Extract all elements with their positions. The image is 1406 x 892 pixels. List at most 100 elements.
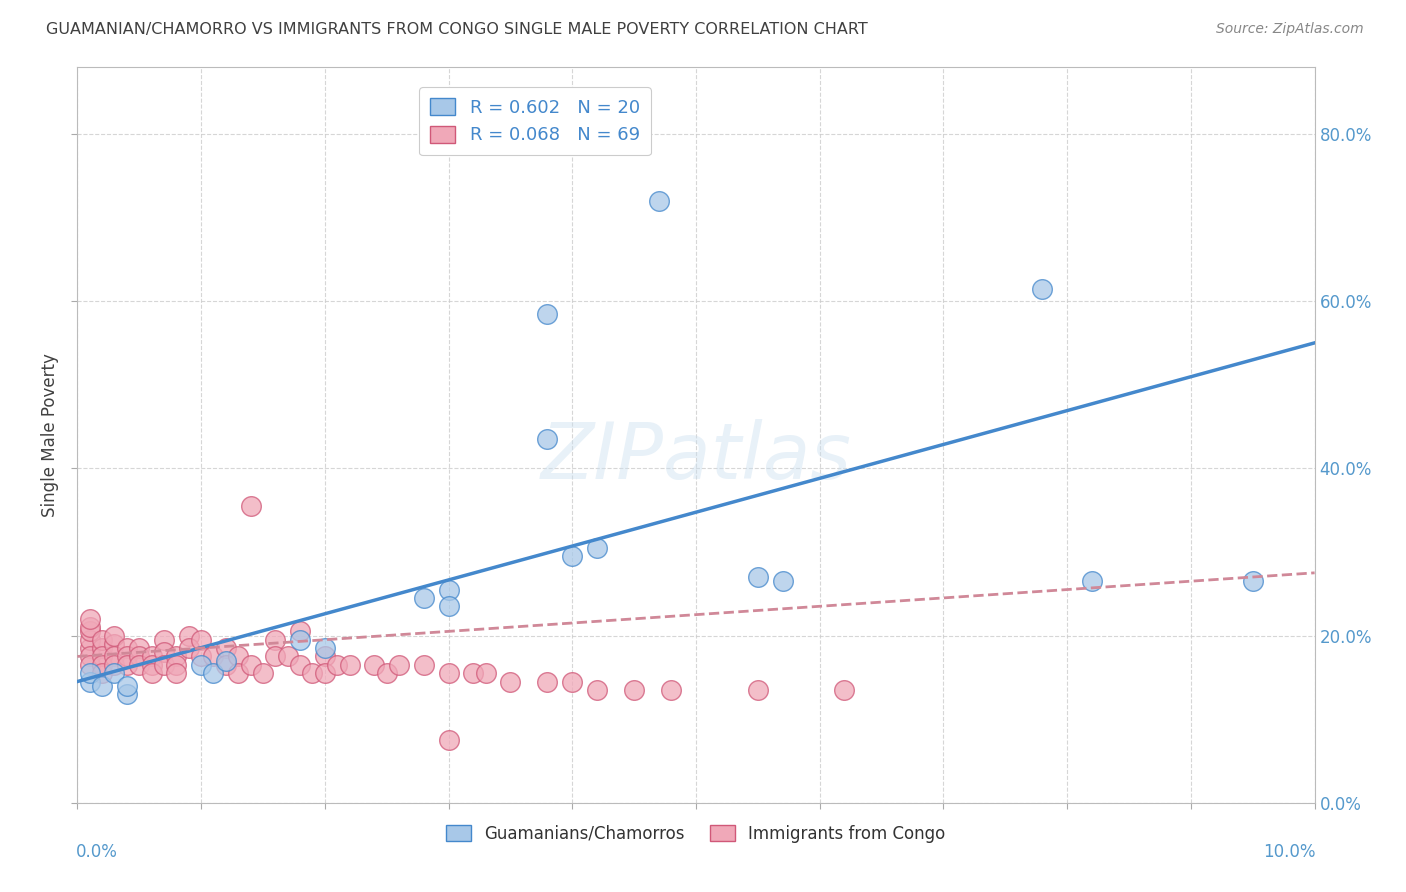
Point <box>128 649 150 664</box>
Point <box>79 649 101 664</box>
Point <box>834 682 856 697</box>
Point <box>79 624 101 639</box>
Point <box>326 657 349 672</box>
Point <box>91 666 114 681</box>
Point <box>115 657 138 672</box>
Text: Source: ZipAtlas.com: Source: ZipAtlas.com <box>1216 22 1364 37</box>
Point <box>536 432 558 446</box>
Point <box>79 674 101 689</box>
Point <box>215 641 238 656</box>
Point <box>1031 281 1053 295</box>
Point <box>747 682 769 697</box>
Point <box>561 674 583 689</box>
Point <box>252 666 274 681</box>
Point <box>103 666 125 681</box>
Point <box>165 649 187 664</box>
Point <box>103 657 125 672</box>
Point <box>536 307 558 321</box>
Point <box>772 574 794 589</box>
Point <box>91 679 114 693</box>
Point <box>190 657 212 672</box>
Point <box>277 649 299 664</box>
Point <box>141 666 163 681</box>
Point <box>388 657 411 672</box>
Point <box>115 679 138 693</box>
Point <box>79 612 101 626</box>
Point <box>264 649 287 664</box>
Y-axis label: Single Male Poverty: Single Male Poverty <box>41 353 59 516</box>
Text: 0.0%: 0.0% <box>76 843 118 862</box>
Point <box>239 499 262 513</box>
Legend: Guamanians/Chamorros, Immigrants from Congo: Guamanians/Chamorros, Immigrants from Co… <box>440 818 952 850</box>
Point <box>115 641 138 656</box>
Point <box>264 632 287 647</box>
Point <box>103 637 125 651</box>
Point <box>215 657 238 672</box>
Point <box>314 649 336 664</box>
Point <box>226 666 249 681</box>
Point <box>79 632 101 647</box>
Point <box>103 649 125 664</box>
Point <box>128 641 150 656</box>
Point <box>202 649 225 664</box>
Point <box>747 570 769 584</box>
Point <box>202 666 225 681</box>
Point <box>165 666 187 681</box>
Text: GUAMANIAN/CHAMORRO VS IMMIGRANTS FROM CONGO SINGLE MALE POVERTY CORRELATION CHAR: GUAMANIAN/CHAMORRO VS IMMIGRANTS FROM CO… <box>46 22 868 37</box>
Point <box>115 687 138 701</box>
Point <box>437 666 460 681</box>
Point <box>561 549 583 563</box>
Text: ZIPatlas: ZIPatlas <box>540 419 852 495</box>
Point <box>153 645 176 659</box>
Point <box>79 620 101 634</box>
Point <box>190 632 212 647</box>
Point <box>437 733 460 747</box>
Point <box>586 682 609 697</box>
Point <box>128 657 150 672</box>
Point <box>91 641 114 656</box>
Point <box>375 666 398 681</box>
Point <box>115 649 138 664</box>
Point <box>314 641 336 656</box>
Point <box>91 657 114 672</box>
Point <box>288 657 311 672</box>
Point <box>288 624 311 639</box>
Point <box>474 666 496 681</box>
Point <box>499 674 522 689</box>
Point <box>412 657 434 672</box>
Point <box>215 654 238 668</box>
Point <box>412 591 434 605</box>
Point <box>141 657 163 672</box>
Point <box>153 657 176 672</box>
Point <box>91 649 114 664</box>
Text: 10.0%: 10.0% <box>1264 843 1316 862</box>
Point <box>463 666 485 681</box>
Point <box>153 632 176 647</box>
Point <box>79 666 101 681</box>
Point <box>165 657 187 672</box>
Point <box>339 657 361 672</box>
Point <box>586 541 609 555</box>
Point <box>79 641 101 656</box>
Point <box>1241 574 1264 589</box>
Point <box>190 649 212 664</box>
Point <box>437 582 460 597</box>
Point <box>1081 574 1104 589</box>
Point <box>301 666 323 681</box>
Point <box>363 657 385 672</box>
Point <box>177 641 200 656</box>
Point <box>103 628 125 642</box>
Point <box>141 649 163 664</box>
Point <box>91 632 114 647</box>
Point <box>623 682 645 697</box>
Point <box>536 674 558 689</box>
Point <box>288 632 311 647</box>
Point <box>314 666 336 681</box>
Point <box>648 194 671 208</box>
Point <box>79 657 101 672</box>
Point <box>177 628 200 642</box>
Point <box>226 649 249 664</box>
Point <box>239 657 262 672</box>
Point <box>659 682 682 697</box>
Point <box>437 599 460 614</box>
